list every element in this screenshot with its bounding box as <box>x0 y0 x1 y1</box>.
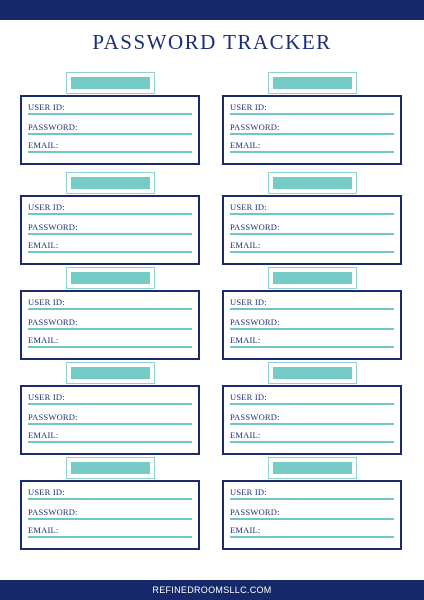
email-field[interactable]: EMAIL: <box>230 237 394 253</box>
card-title-tab[interactable] <box>268 267 357 289</box>
user-id-field[interactable]: USER ID: <box>28 389 192 405</box>
user-id-label: USER ID: <box>28 297 65 307</box>
email-field[interactable]: EMAIL: <box>28 237 192 253</box>
credentials-box: USER ID: PASSWORD: EMAIL: <box>20 290 200 360</box>
email-label: EMAIL: <box>28 140 59 150</box>
card-title-fill <box>71 367 150 379</box>
password-label: PASSWORD: <box>230 507 280 517</box>
user-id-label: USER ID: <box>230 202 267 212</box>
credentials-box: USER ID: PASSWORD: EMAIL: <box>222 95 402 165</box>
password-field[interactable]: PASSWORD: <box>230 219 394 235</box>
email-label: EMAIL: <box>230 335 261 345</box>
email-label: EMAIL: <box>28 240 59 250</box>
password-field[interactable]: PASSWORD: <box>230 314 394 330</box>
card-title-tab[interactable] <box>66 267 155 289</box>
password-label: PASSWORD: <box>230 412 280 422</box>
email-label: EMAIL: <box>230 430 261 440</box>
user-id-field[interactable]: USER ID: <box>28 484 192 500</box>
card-title-fill <box>273 77 352 89</box>
card-title-fill <box>71 462 150 474</box>
card-title-tab[interactable] <box>66 172 155 194</box>
email-field[interactable]: EMAIL: <box>230 427 394 443</box>
email-field[interactable]: EMAIL: <box>230 522 394 538</box>
credentials-box: USER ID: PASSWORD: EMAIL: <box>222 480 402 550</box>
credentials-box: USER ID: PASSWORD: EMAIL: <box>20 95 200 165</box>
credentials-box: USER ID: PASSWORD: EMAIL: <box>222 290 402 360</box>
card-title-tab[interactable] <box>66 457 155 479</box>
email-label: EMAIL: <box>28 525 59 535</box>
password-field[interactable]: PASSWORD: <box>230 119 394 135</box>
email-field[interactable]: EMAIL: <box>28 427 192 443</box>
email-label: EMAIL: <box>230 525 261 535</box>
email-field[interactable]: EMAIL: <box>230 332 394 348</box>
card-title-tab[interactable] <box>268 362 357 384</box>
user-id-label: USER ID: <box>230 102 267 112</box>
user-id-field[interactable]: USER ID: <box>230 199 394 215</box>
top-header-band <box>0 0 424 20</box>
password-label: PASSWORD: <box>230 317 280 327</box>
card-title-fill <box>273 367 352 379</box>
user-id-label: USER ID: <box>28 202 65 212</box>
password-label: PASSWORD: <box>230 122 280 132</box>
card-title-tab[interactable] <box>268 172 357 194</box>
password-field[interactable]: PASSWORD: <box>230 409 394 425</box>
card-title-fill <box>273 177 352 189</box>
card-title-tab[interactable] <box>268 72 357 94</box>
credentials-box: USER ID: PASSWORD: EMAIL: <box>20 195 200 265</box>
user-id-label: USER ID: <box>28 392 65 402</box>
user-id-field[interactable]: USER ID: <box>230 99 394 115</box>
credentials-box: USER ID: PASSWORD: EMAIL: <box>20 385 200 455</box>
password-label: PASSWORD: <box>28 222 78 232</box>
footer-website: REFINEDROOMSLLC.COM <box>152 585 272 595</box>
email-field[interactable]: EMAIL: <box>28 522 192 538</box>
credentials-box: USER ID: PASSWORD: EMAIL: <box>222 195 402 265</box>
card-title-fill <box>273 462 352 474</box>
password-field[interactable]: PASSWORD: <box>28 314 192 330</box>
card-title-fill <box>71 272 150 284</box>
user-id-label: USER ID: <box>230 297 267 307</box>
email-field[interactable]: EMAIL: <box>28 332 192 348</box>
card-title-tab[interactable] <box>66 362 155 384</box>
user-id-field[interactable]: USER ID: <box>28 294 192 310</box>
user-id-field[interactable]: USER ID: <box>230 389 394 405</box>
email-label: EMAIL: <box>28 430 59 440</box>
password-label: PASSWORD: <box>230 222 280 232</box>
user-id-field[interactable]: USER ID: <box>28 99 192 115</box>
email-field[interactable]: EMAIL: <box>28 137 192 153</box>
email-field[interactable]: EMAIL: <box>230 137 394 153</box>
card-title-tab[interactable] <box>66 72 155 94</box>
email-label: EMAIL: <box>28 335 59 345</box>
password-field[interactable]: PASSWORD: <box>230 504 394 520</box>
page-title: PASSWORD TRACKER <box>92 30 332 54</box>
user-id-label: USER ID: <box>230 487 267 497</box>
card-title-fill <box>71 77 150 89</box>
password-label: PASSWORD: <box>28 507 78 517</box>
user-id-field[interactable]: USER ID: <box>230 294 394 310</box>
card-title-tab[interactable] <box>268 457 357 479</box>
password-field[interactable]: PASSWORD: <box>28 119 192 135</box>
password-label: PASSWORD: <box>28 122 78 132</box>
password-label: PASSWORD: <box>28 317 78 327</box>
user-id-field[interactable]: USER ID: <box>230 484 394 500</box>
card-title-fill <box>71 177 150 189</box>
password-field[interactable]: PASSWORD: <box>28 504 192 520</box>
email-label: EMAIL: <box>230 240 261 250</box>
credentials-box: USER ID: PASSWORD: EMAIL: <box>20 480 200 550</box>
user-id-label: USER ID: <box>230 392 267 402</box>
user-id-field[interactable]: USER ID: <box>28 199 192 215</box>
password-label: PASSWORD: <box>28 412 78 422</box>
password-field[interactable]: PASSWORD: <box>28 409 192 425</box>
user-id-label: USER ID: <box>28 102 65 112</box>
card-title-fill <box>273 272 352 284</box>
email-label: EMAIL: <box>230 140 261 150</box>
credentials-box: USER ID: PASSWORD: EMAIL: <box>222 385 402 455</box>
user-id-label: USER ID: <box>28 487 65 497</box>
bottom-footer-band: REFINEDROOMSLLC.COM <box>0 580 424 600</box>
password-field[interactable]: PASSWORD: <box>28 219 192 235</box>
